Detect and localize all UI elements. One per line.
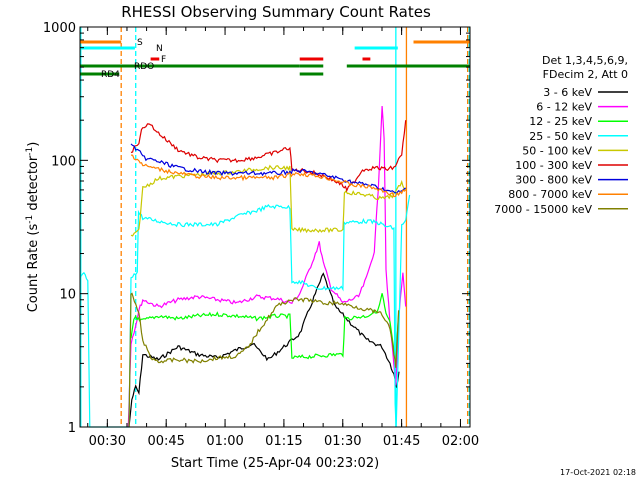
legend-label-800-7000-kev: 800 - 7000 keV xyxy=(508,188,592,201)
legend-label-3-6-kev: 3 - 6 keV xyxy=(543,86,592,99)
flag-label-n: N xyxy=(156,44,163,54)
flag-label-rd4: RD4 xyxy=(101,70,120,80)
legend: Det 1,3,4,5,6,9, FDecim 2, Att 0 3 - 6 k… xyxy=(494,54,628,216)
x-tick-label-01-00: 01:00 xyxy=(206,434,243,449)
legend-label-7000-15000-kev: 7000 - 15000 keV xyxy=(494,203,592,216)
legend-label-12-25-kev: 12 - 25 keV xyxy=(529,115,592,128)
timestamp: 17-Oct-2021 02:18 xyxy=(560,468,636,477)
plot-area: S NF RDO RD4 00:30 00:45 01:00 01:15 01:30 01:45… xyxy=(43,21,479,449)
y-axis-label-main: Count Rate (s xyxy=(26,224,41,313)
series-line-12-25-kev xyxy=(130,293,400,363)
status-flags: S NF RDO RD4 xyxy=(80,38,470,80)
series-line-300-800-kev xyxy=(130,143,407,194)
legend-label-100-300-kev: 100 - 300 keV xyxy=(515,159,592,172)
x-tick-label-00-45: 00:45 xyxy=(147,434,184,449)
flag-label-s: S xyxy=(137,38,143,48)
legend-header-line-2: FDecim 2, Att 0 xyxy=(543,68,628,81)
series-line-6-12-kev xyxy=(127,105,407,428)
legend-label-300-800-kev: 300 - 800 keV xyxy=(515,174,592,187)
y-tick-label-10: 10 xyxy=(59,288,76,303)
y-tick-label-1000: 1000 xyxy=(43,21,76,36)
y-axis-label-mid: detector xyxy=(26,155,41,215)
legend-header-line-1: Det 1,3,4,5,6,9, xyxy=(542,54,628,67)
series-line-3-6-kev xyxy=(128,272,400,428)
x-axis-label: Start Time (25-Apr-04 00:23:02) xyxy=(171,456,379,471)
axes: 00:30 00:45 01:00 01:15 01:30 01:45 02:00 1 10 10… xyxy=(43,21,479,449)
y-axis-label-sup2: -1 xyxy=(25,147,35,156)
series-line-25-50-kev xyxy=(79,194,411,428)
x-tick-label-00-30: 00:30 xyxy=(89,434,126,449)
x-tick-label-01-30: 01:30 xyxy=(324,434,361,449)
y-tick-label-100: 100 xyxy=(51,154,76,169)
x-tick-label-01-45: 01:45 xyxy=(383,434,420,449)
x-tick-label-01-15: 01:15 xyxy=(265,434,302,449)
y-axis-label-sup1: -1 xyxy=(25,215,35,224)
flag-label-rdo: RDO xyxy=(134,62,154,72)
legend-label-50-100-kev: 50 - 100 keV xyxy=(522,144,592,157)
series-lines xyxy=(79,105,411,428)
y-tick-label-1: 1 xyxy=(68,421,76,436)
plot-frame xyxy=(79,26,471,428)
flag-label-f: F xyxy=(161,55,166,65)
y-axis-label-end: ) xyxy=(26,142,41,147)
series-line-100-300-kev xyxy=(130,120,407,193)
legend-label-6-12-kev: 6 - 12 keV xyxy=(536,101,592,114)
legend-label-25-50-kev: 25 - 50 keV xyxy=(529,130,592,143)
y-axis-label: Count Rate (s-1 detector-1) xyxy=(25,142,41,313)
chart-title: RHESSI Observing Summary Count Rates xyxy=(121,3,431,21)
series-line-7000-15000-kev xyxy=(128,292,400,428)
series-line-800-7000-kev xyxy=(130,154,407,198)
series-line-50-100-kev xyxy=(130,164,407,237)
x-tick-label-02-00: 02:00 xyxy=(442,434,479,449)
